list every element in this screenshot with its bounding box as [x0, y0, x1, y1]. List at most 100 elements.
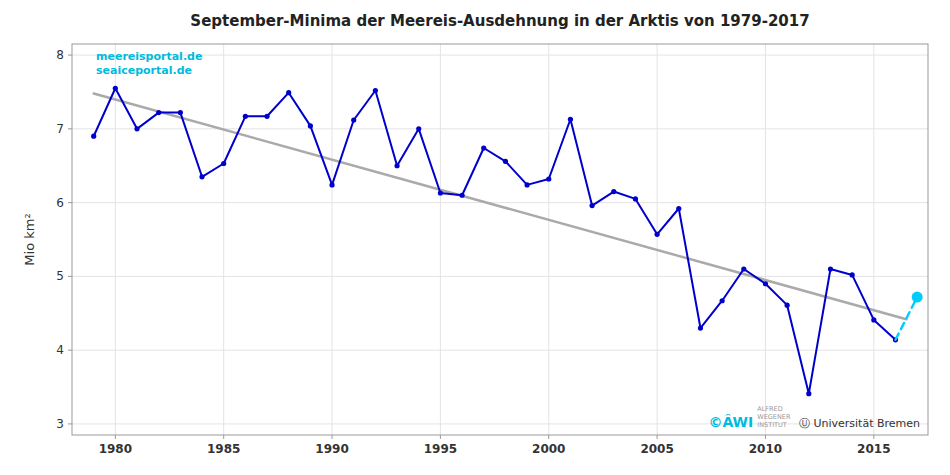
point	[676, 206, 681, 211]
point	[459, 193, 464, 198]
y-tick	[68, 423, 72, 424]
point	[655, 232, 660, 237]
point	[871, 317, 876, 322]
grid-line	[223, 44, 224, 435]
annotations: meereisportal.deseaiceportal.de Ⓤ Univers…	[96, 50, 920, 430]
y-tick	[68, 350, 72, 351]
y-tick	[68, 128, 72, 129]
y-tick	[68, 276, 72, 277]
point	[416, 126, 421, 131]
x-tick	[223, 435, 224, 439]
point	[698, 325, 703, 330]
point	[590, 203, 595, 208]
grid-line	[115, 44, 116, 435]
point	[912, 292, 923, 303]
watermark: seaiceportal.de	[96, 64, 192, 77]
point	[221, 161, 226, 166]
x-tick	[115, 435, 116, 439]
x-tick	[332, 435, 333, 439]
title: September-Minima der Meereis-Ausdehnung …	[190, 12, 809, 30]
y-tick-label: 4	[56, 343, 64, 357]
grid-line	[72, 202, 928, 203]
chart: 1980 1985 1990 1995 2000 2005 2010 2015 3 4 5 6 7 8 Mi…	[0, 0, 950, 475]
series-group	[91, 86, 923, 397]
point	[329, 182, 334, 187]
grid-line	[548, 44, 549, 435]
logo-text: Ⓤ Universität Bremen	[799, 417, 920, 430]
point	[611, 189, 616, 194]
point	[850, 272, 855, 277]
y-tick-label: 3	[56, 417, 64, 431]
point	[351, 117, 356, 122]
watermark: meereisportal.de	[96, 50, 202, 63]
point	[633, 196, 638, 201]
annotation-line: INSTITUT	[757, 421, 787, 429]
x-tick-label: 1990	[315, 442, 348, 456]
point	[394, 163, 399, 168]
point	[373, 88, 378, 93]
grid-line	[72, 128, 928, 129]
grid-line	[72, 350, 928, 351]
series	[895, 292, 922, 340]
point	[286, 90, 291, 95]
y-tick	[68, 202, 72, 203]
point	[91, 134, 96, 139]
grid-line	[765, 44, 766, 435]
point	[503, 159, 508, 164]
grid-line	[873, 44, 874, 435]
x-tick-label: 2010	[749, 442, 782, 456]
y-tick-label: 7	[56, 122, 64, 136]
annotation-line: WEGENER	[757, 413, 791, 421]
point	[481, 145, 486, 150]
point	[720, 298, 725, 303]
x-tick-label: 1980	[99, 442, 132, 456]
point	[546, 176, 551, 181]
x-tick-label: 1985	[207, 442, 240, 456]
point	[199, 174, 204, 179]
series	[94, 93, 907, 319]
x-tick	[548, 435, 549, 439]
x-tick-label: 2005	[640, 442, 673, 456]
y-tick	[68, 55, 72, 56]
x-tick	[657, 435, 658, 439]
point	[438, 190, 443, 195]
y-tick-label: 6	[56, 196, 64, 210]
point	[741, 266, 746, 271]
y-tick-label: 8	[56, 48, 64, 62]
point	[134, 126, 139, 131]
x-tick-label: 2015	[857, 442, 890, 456]
grid-line	[332, 44, 333, 435]
annotation-line: ALFRED	[757, 405, 782, 413]
x-tick	[440, 435, 441, 439]
point	[806, 391, 811, 396]
series	[91, 86, 898, 397]
grid-line	[72, 276, 928, 277]
x-tick-label: 2000	[532, 442, 565, 456]
logo-text: ALFREDWEGENERINSTITUT	[757, 405, 791, 429]
point	[828, 266, 833, 271]
point	[524, 182, 529, 187]
point	[113, 86, 118, 91]
point	[763, 281, 768, 286]
logo-text: ©ÂWI	[708, 414, 753, 430]
point	[264, 114, 269, 119]
point	[243, 114, 248, 119]
point	[785, 303, 790, 308]
axes: 1980 1985 1990 1995 2000 2005 2010 2015 3 4 5 6 7 8	[56, 48, 890, 456]
plot-frame	[72, 44, 928, 435]
line	[895, 297, 917, 340]
point	[178, 110, 183, 115]
x-tick-label: 1995	[424, 442, 457, 456]
x-tick	[765, 435, 766, 439]
y-tick-label: 5	[56, 269, 64, 283]
grid-line	[657, 44, 658, 435]
y-axis-label: Mio km²	[22, 213, 37, 265]
point	[156, 110, 161, 115]
point	[308, 123, 313, 128]
line	[94, 93, 907, 319]
x-tick	[873, 435, 874, 439]
grid	[72, 44, 928, 435]
grid-line	[440, 44, 441, 435]
point	[568, 117, 573, 122]
line	[94, 88, 896, 393]
